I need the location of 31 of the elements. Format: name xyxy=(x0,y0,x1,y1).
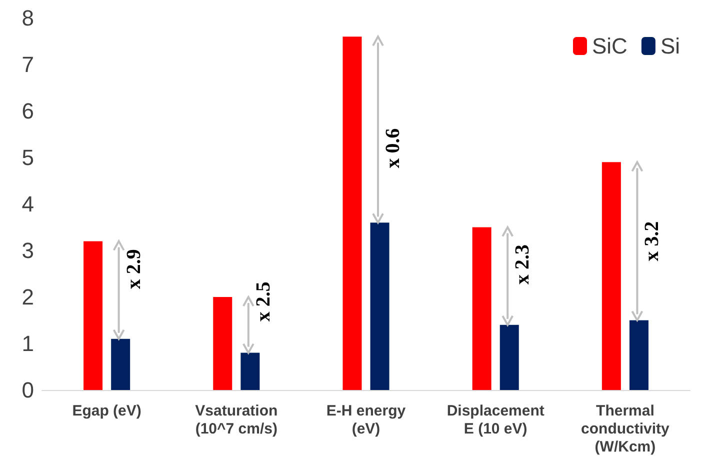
x-tick-label: E-H energy (eV) xyxy=(326,402,406,438)
bar xyxy=(602,162,621,390)
y-tick-label: 7 xyxy=(22,52,34,77)
annotation: x 3.2 xyxy=(641,221,664,262)
y-tick-label: 6 xyxy=(22,98,34,124)
y-tick-label: 5 xyxy=(22,145,34,170)
legend-label: Si xyxy=(660,34,680,58)
bar xyxy=(240,352,260,390)
x-tick-label: Vsaturation (10^7 cm/s) xyxy=(195,402,278,438)
bar xyxy=(84,241,103,390)
y-tick-label: 2 xyxy=(22,284,34,310)
x-tick-label: Egap (eV) xyxy=(72,402,142,420)
bar xyxy=(472,227,492,390)
bar xyxy=(111,338,130,390)
y-tick-label: 1 xyxy=(22,331,34,356)
annotation: x 2.3 xyxy=(512,244,534,284)
bar xyxy=(500,324,519,390)
x-tick-label: Thermal conductivity (W/Kcm) xyxy=(581,402,670,456)
legend-label: SiC xyxy=(592,34,628,58)
bar xyxy=(629,320,648,390)
bar xyxy=(370,222,390,390)
annotation: x 2.9 xyxy=(122,249,145,290)
y-tick-label: 8 xyxy=(22,6,34,30)
y-tick-label: 0 xyxy=(22,378,34,402)
bar xyxy=(213,297,232,390)
x-tick-label: Displacement E (10 eV) xyxy=(446,402,544,438)
bar xyxy=(342,36,362,390)
annotation: x 0.6 xyxy=(382,128,404,168)
y-tick-label: 4 xyxy=(22,192,34,216)
y-tick-label: 3 xyxy=(22,238,34,263)
annotation: x 2.5 xyxy=(252,282,274,322)
